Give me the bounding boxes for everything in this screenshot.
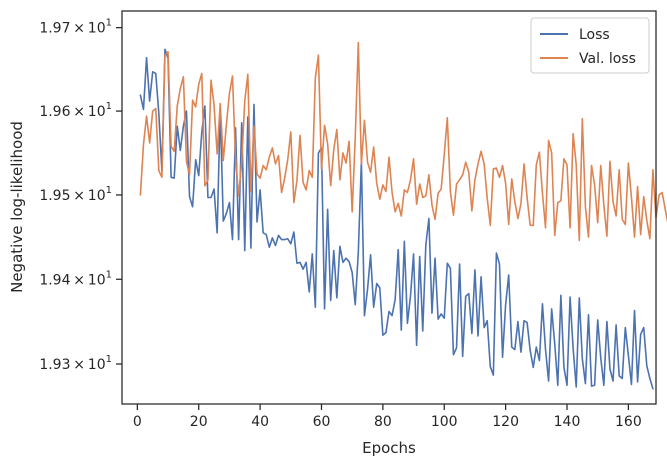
x-tick-label: 120 [492, 414, 519, 430]
x-tick-label: 80 [374, 414, 392, 430]
legend: Loss Val. loss [530, 17, 650, 74]
x-tick-label: 0 [133, 414, 142, 430]
x-tick-label: 100 [431, 414, 458, 430]
x-tick-label: 140 [554, 414, 581, 430]
y-tick-label: 1.95 × 101 [39, 185, 112, 204]
y-tick-label: 1.93 × 101 [39, 354, 112, 373]
x-tick-label: 60 [313, 414, 331, 430]
series-line-val-loss [139, 41, 667, 242]
y-tick-label: 1.97 × 101 [39, 18, 112, 37]
x-axis-title: Epochs [362, 439, 416, 457]
series-line-loss [139, 48, 654, 390]
plot-frame [121, 10, 657, 405]
plot-area [139, 41, 667, 390]
legend-label-val-loss: Val. loss [579, 51, 636, 67]
x-axis: 0 20 40 60 80 100 120 140 160 [133, 404, 642, 430]
y-tick-label: 1.96 × 101 [39, 101, 112, 120]
x-tick-label: 20 [190, 414, 208, 430]
y-axis: 1.93 × 101 1.94 × 101 1.95 × 101 1.96 × 101… [39, 18, 122, 373]
y-tick-label: 1.94 × 101 [39, 269, 112, 288]
x-tick-label: 40 [251, 414, 269, 430]
legend-label-loss: Loss [579, 27, 610, 43]
legend-box [530, 17, 650, 74]
y-axis-title: Negative log-likelihood [8, 121, 26, 293]
x-tick-label: 160 [615, 414, 642, 430]
